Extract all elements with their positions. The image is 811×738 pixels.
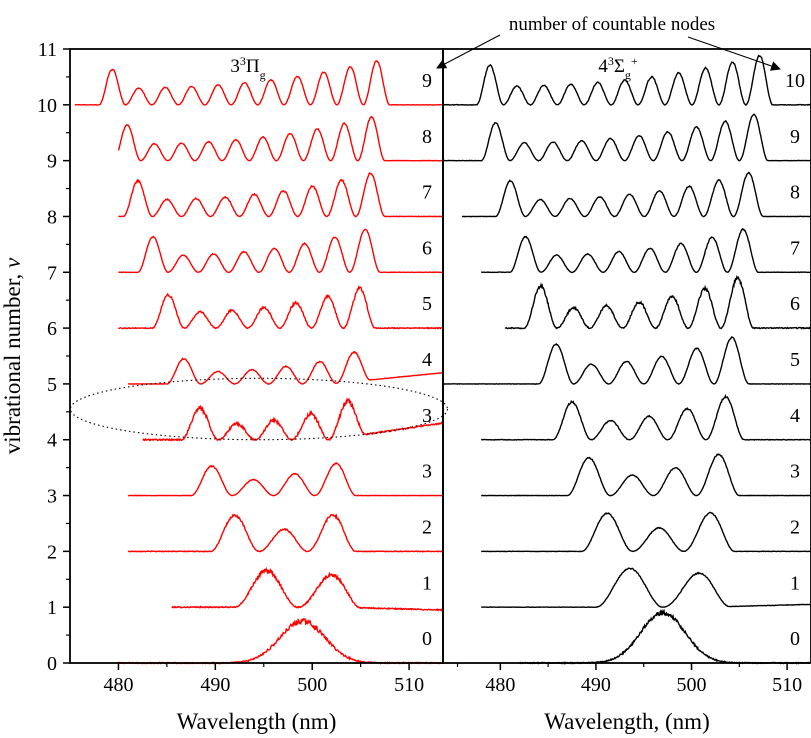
right-spectrum-v6 — [504, 274, 811, 330]
y-tick-label: 4 — [47, 430, 57, 452]
left-node-label-v2: 2 — [422, 517, 432, 539]
highlight-ellipse — [69, 377, 448, 441]
y-tick-label: 6 — [47, 318, 57, 340]
right-spectrum-v3 — [481, 453, 811, 497]
right-x-tick-label: 510 — [772, 674, 802, 696]
left-x-ticks: 480 490 500 510 — [103, 663, 459, 696]
right-node-label-v0: 0 — [790, 628, 800, 650]
right-node-label-v9: 9 — [790, 126, 800, 148]
right-plot-frame — [442, 48, 811, 664]
left-spectrum-v2 — [127, 513, 444, 553]
right-spectrum-v0 — [519, 608, 811, 665]
left-spectrum-v0 — [117, 617, 443, 665]
right-node-label-v8: 8 — [790, 182, 800, 204]
left-x-tick-label: 480 — [103, 674, 133, 696]
right-spectrum-v10 — [443, 54, 811, 106]
left-node-label-v7: 6 — [422, 237, 432, 259]
right-node-label-v3: 3 — [790, 461, 800, 483]
right-x-tick-label: 490 — [581, 674, 611, 696]
y-tick-label: 5 — [47, 374, 57, 396]
right-spectrum-v8 — [461, 171, 811, 218]
y-tick-label: 0 — [47, 653, 57, 675]
annotation-text: number of countable nodes — [509, 14, 715, 35]
right-node-label-v6: 6 — [790, 293, 800, 315]
right-x-tick-label: 480 — [485, 674, 515, 696]
right-panel-title: 43Σg+ — [598, 54, 638, 82]
right-node-label-v4: 4 — [790, 405, 800, 427]
left-node-label-v8: 7 — [422, 182, 432, 204]
y-tick-label: 3 — [47, 486, 57, 508]
left-x-tick-label: 490 — [200, 674, 230, 696]
right-x-ticks: 480 490 500 510 — [485, 663, 802, 696]
y-tick-label: 1 — [47, 597, 57, 619]
right-spectrum-v1 — [481, 567, 811, 609]
left-plot-frame — [69, 48, 444, 664]
left-node-label-v1: 1 — [422, 572, 432, 594]
right-spectrum-v5 — [442, 336, 811, 385]
left-node-label-v10: 9 — [422, 70, 432, 92]
left-x-tick-label: 500 — [297, 674, 327, 696]
right-x-axis-label: Wavelength, (nm) — [544, 709, 709, 734]
left-spectrum-v7 — [118, 228, 443, 274]
left-node-label-v6: 5 — [422, 293, 432, 315]
y-tick-label: 8 — [47, 206, 57, 228]
left-spectra-curves — [74, 59, 444, 665]
left-spectrum-v8 — [118, 172, 444, 218]
right-x-tick-label: 500 — [677, 674, 707, 696]
left-x-tick-label: 510 — [394, 674, 424, 696]
y-tick-label: 9 — [47, 151, 57, 173]
right-node-labels: 0 1 2 3 4 5 6 7 8 9 10 — [785, 70, 805, 650]
left-spectrum-v3 — [127, 462, 444, 497]
left-x-axis-label: Wavelength (nm) — [177, 709, 337, 734]
right-node-label-v7: 7 — [790, 237, 800, 259]
left-y-ticks: 0 1 2 3 4 5 6 7 8 9 10 11 — [37, 39, 70, 675]
left-node-labels: 0 1 2 3 3 4 5 6 7 8 9 — [422, 70, 432, 650]
left-spectrum-v1 — [171, 566, 444, 612]
right-node-label-v2: 2 — [790, 517, 800, 539]
y-tick-label: 11 — [38, 39, 57, 61]
left-node-label-v3: 3 — [422, 461, 432, 483]
right-spectrum-v7 — [481, 227, 811, 274]
left-spectrum-v9 — [117, 115, 444, 162]
right-panel: 0 1 2 3 4 5 6 7 8 9 10 480 490 500 510 43Σg+ Waveleng… — [442, 48, 811, 734]
left-spectrum-v4 — [142, 397, 444, 442]
y-tick-label: 2 — [47, 541, 57, 563]
left-panel-title: 33Πg — [230, 54, 265, 82]
left-node-label-v9: 8 — [422, 126, 432, 148]
y-axis-label: vibrational number, v — [0, 257, 25, 454]
right-spectrum-v9 — [442, 113, 811, 162]
left-spectrum-v10 — [74, 59, 444, 106]
left-spectrum-v5 — [128, 351, 444, 385]
y-tick-label: 10 — [37, 95, 57, 117]
annotation-arrow-right — [687, 36, 781, 71]
right-node-label-v5: 5 — [790, 349, 800, 371]
left-spectrum-v6 — [117, 285, 443, 330]
left-node-label-v5: 4 — [422, 349, 432, 371]
right-spectrum-v4 — [481, 393, 811, 441]
left-node-label-v4: 3 — [422, 405, 432, 427]
right-node-label-v1: 1 — [790, 572, 800, 594]
y-tick-label: 7 — [47, 262, 57, 284]
annotation-arrow-left — [436, 34, 501, 69]
left-node-label-v0: 0 — [422, 628, 432, 650]
right-node-label-v10: 10 — [785, 70, 805, 92]
right-spectrum-v2 — [480, 511, 811, 553]
nodes-annotation: number of countable nodes — [436, 14, 781, 71]
right-spectra-curves — [442, 54, 811, 665]
